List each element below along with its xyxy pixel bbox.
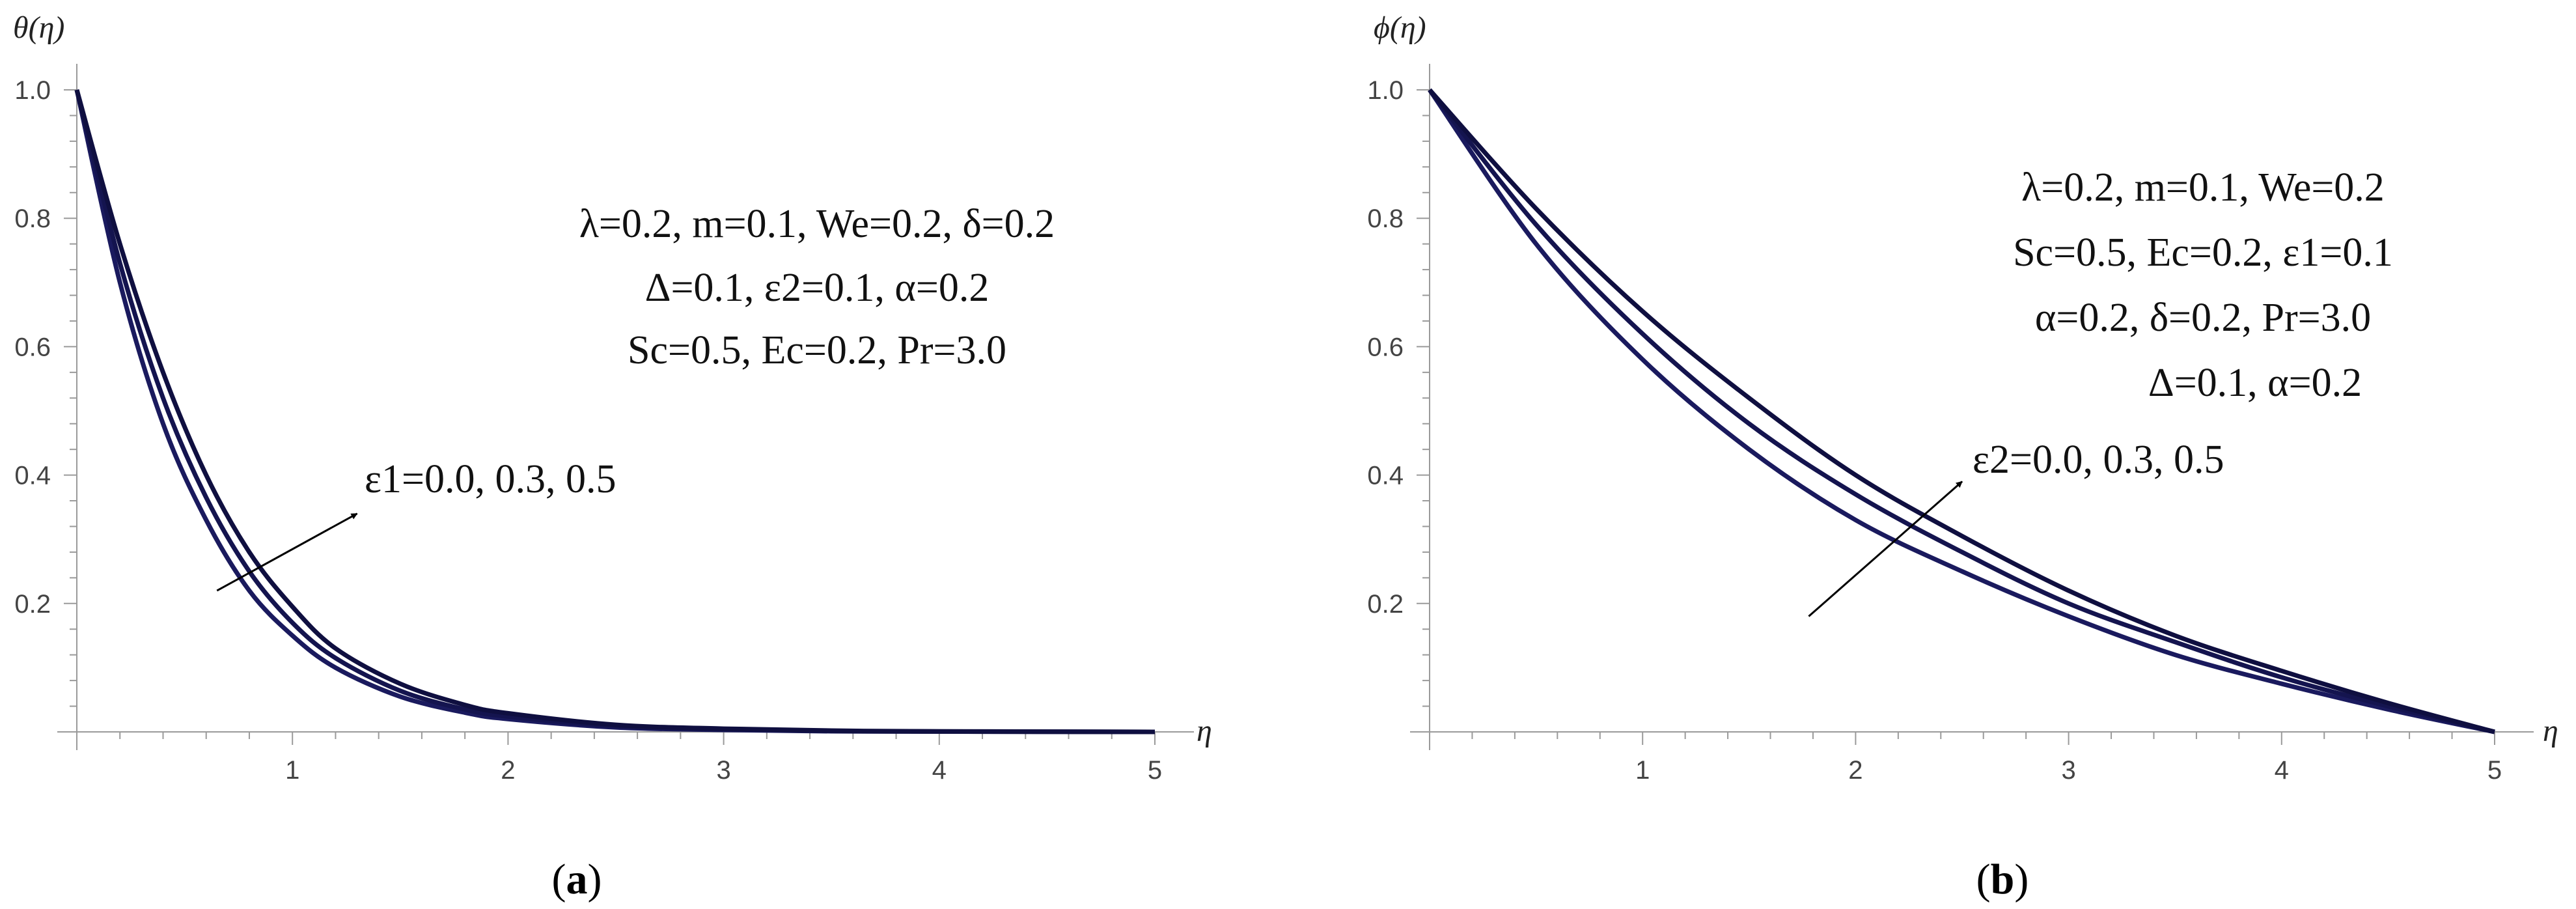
y-tick-label: 1.0 (14, 76, 51, 105)
x-tick-label: 5 (1148, 756, 1162, 785)
axes (1410, 64, 2534, 750)
panel-caption-a: (a) (552, 856, 602, 903)
y-tick-label: 0.8 (14, 204, 51, 233)
y-tick-label: 1.0 (1367, 76, 1404, 105)
x-tick-label: 3 (2061, 756, 2075, 785)
series-line-2 (1428, 88, 2495, 734)
y-tick-label: 0.2 (1367, 590, 1404, 619)
series-line-1 (74, 89, 1156, 734)
panel-caption-b: (b) (1976, 856, 2029, 903)
series-line-3 (1428, 88, 2495, 734)
series-line-3 (74, 89, 1156, 734)
parameter-arrow (216, 512, 358, 592)
series-line-2 (74, 89, 1156, 734)
axes (57, 64, 1194, 750)
ticks: 1 2 3 4 5 0.2 0.4 0.6 0.8 1.0 (1367, 76, 2502, 785)
chart-panel-b: 1 2 3 4 5 0.2 0.4 0.6 0.8 1.0 ϕ(η) η λ=0.2, m=0.1… (1367, 10, 2558, 903)
chart-panel-a: 1 2 3 4 5 0.2 0.4 0.6 0.8 1.0 θ(η) η λ=0.2, m=0.1… (13, 10, 1212, 903)
y-tick-label: 0.2 (14, 590, 51, 619)
x-tick-label: 4 (932, 756, 947, 785)
y-axis-label: θ(η) (13, 10, 64, 45)
x-tick-label: 1 (285, 756, 299, 785)
parameter-arrow-group (216, 512, 358, 592)
y-axis-label: ϕ(η) (1374, 10, 1426, 45)
x-tick-label: 3 (716, 756, 730, 785)
x-axis-label: η (2543, 714, 2558, 748)
series-line-1 (1428, 89, 2495, 734)
x-tick-label: 2 (501, 756, 515, 785)
series-group (74, 89, 1156, 734)
params-line-2: Sc=0.5, Ec=0.2, ε1=0.1 (2013, 231, 2393, 275)
params-line-3: α=0.2, δ=0.2, Pr=3.0 (2035, 296, 2371, 340)
parameter-arrow-group (1808, 481, 1963, 617)
x-tick-label: 1 (1635, 756, 1650, 785)
series-group (1428, 88, 2495, 734)
arrow-label: ε2=0.0, 0.3, 0.5 (1973, 438, 2224, 482)
y-tick-label: 0.8 (1367, 204, 1404, 233)
x-tick-label: 2 (1848, 756, 1863, 785)
params-line-1: λ=0.2, m=0.1, We=0.2 (2021, 165, 2385, 210)
params-line-4: Δ=0.1, α=0.2 (2148, 361, 2362, 405)
parameter-arrow (1808, 481, 1963, 617)
y-tick-label: 0.4 (1367, 462, 1404, 490)
params-line-3: Sc=0.5, Ec=0.2, Pr=3.0 (628, 328, 1006, 372)
x-tick-label: 4 (2275, 756, 2289, 785)
ticks: 1 2 3 4 5 0.2 0.4 0.6 0.8 1.0 (14, 76, 1162, 785)
params-line-1: λ=0.2, m=0.1, We=0.2, δ=0.2 (579, 202, 1055, 246)
y-tick-label: 0.6 (1367, 333, 1404, 361)
x-axis-label: η (1197, 714, 1212, 748)
arrow-label: ε1=0.0, 0.3, 0.5 (365, 457, 616, 501)
x-tick-label: 5 (2487, 756, 2502, 785)
y-tick-label: 0.6 (14, 333, 51, 361)
y-tick-label: 0.4 (14, 462, 51, 490)
params-line-2: Δ=0.1, ε2=0.1, α=0.2 (645, 266, 990, 310)
